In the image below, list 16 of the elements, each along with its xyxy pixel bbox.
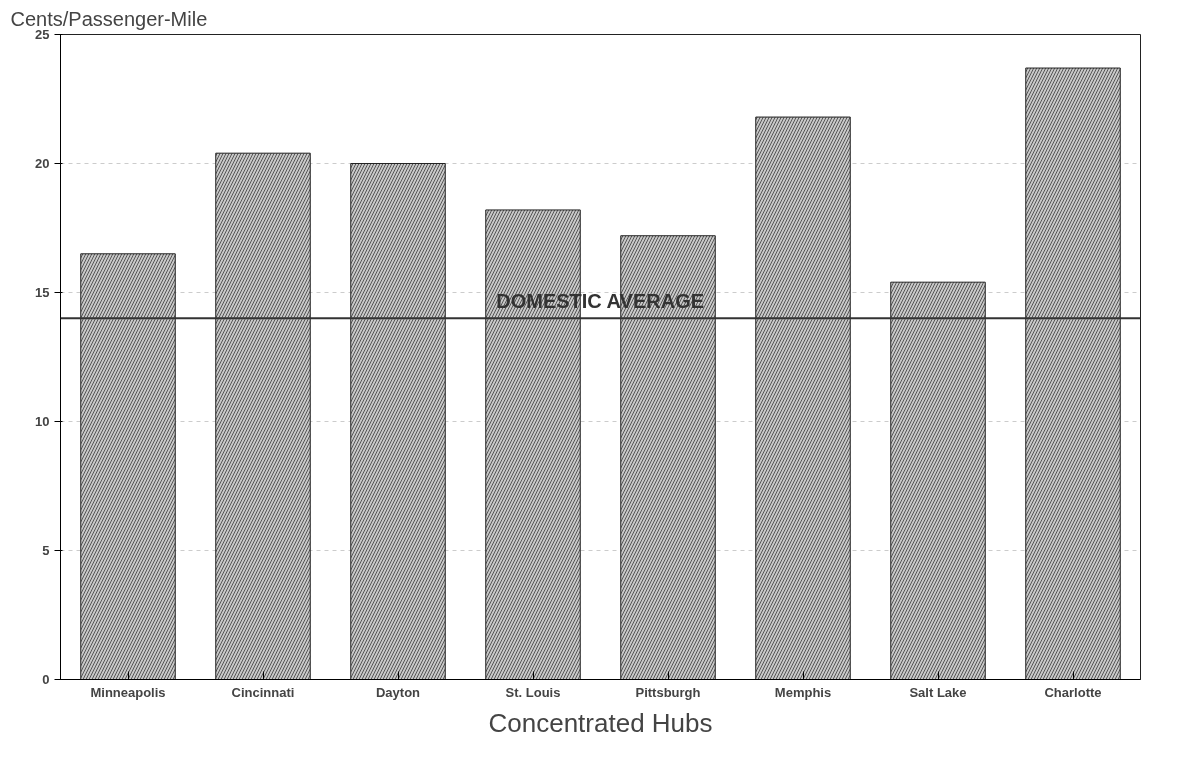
- y-tick-label: 20: [35, 156, 50, 171]
- x-axis-title: Concentrated Hubs: [488, 707, 713, 738]
- y-tick-label: 5: [42, 543, 50, 558]
- y-tick-label: 15: [35, 285, 50, 300]
- x-tick-label: Minneapolis: [90, 684, 166, 700]
- x-tick-label: Pittsburgh: [635, 684, 701, 700]
- x-tick-label: Memphis: [774, 684, 832, 700]
- x-tick-label: Cincinnati: [231, 684, 295, 700]
- x-tick-label: Charlotte: [1044, 684, 1102, 700]
- x-tick-label: Dayton: [375, 684, 421, 700]
- y-tick-label: 0: [42, 672, 50, 687]
- y-tick-label: 10: [35, 414, 50, 429]
- x-tick-label: St. Louis: [505, 684, 561, 700]
- x-tick-label: Salt Lake: [909, 684, 967, 700]
- y-tick-label: 25: [35, 27, 50, 42]
- y-axis-title: Cents/Passenger-Mile: [10, 7, 208, 30]
